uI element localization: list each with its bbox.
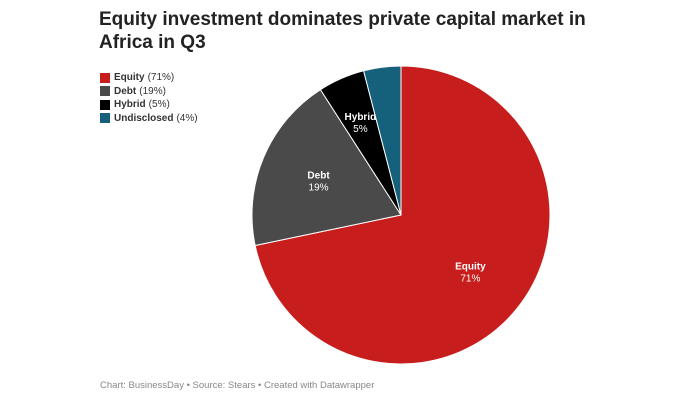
legend-label: Debt (114, 85, 137, 97)
legend-item-debt: Debt (19%) (100, 85, 198, 99)
legend-item-equity: Equity (71%) (100, 71, 198, 85)
legend-swatch (100, 113, 110, 124)
legend-value: (4%) (176, 112, 198, 124)
legend-swatch (100, 86, 110, 97)
slice-label-debt: Debt 19% (307, 170, 330, 193)
slice-label-hybrid: Hybrid 5% (345, 112, 377, 135)
legend-swatch (100, 99, 110, 110)
chart-footer: Chart: BusinessDay • Source: Stears • Cr… (100, 380, 375, 391)
legend: Equity (71%) Debt (19%) Hybrid (5%) Undisclose… (100, 71, 198, 125)
legend-label: Equity (114, 72, 145, 84)
pie-slice-equity (254, 65, 551, 365)
legend-value: (19%) (139, 85, 166, 97)
legend-swatch (100, 72, 110, 83)
legend-value: (71%) (147, 72, 175, 84)
pie-slice-undisclosed (362, 65, 402, 216)
chart-title: Equity investment dominates private capi… (99, 9, 586, 53)
slice-label-equity: Equity 71% (455, 261, 486, 284)
legend-label: Hybrid (114, 99, 146, 111)
legend-label: Undisclosed (114, 112, 174, 124)
legend-item-undisclosed: Undisclosed (4%) (100, 112, 198, 126)
legend-value: (5%) (148, 99, 170, 111)
legend-item-hybrid: Hybrid (5%) (100, 98, 198, 112)
pie-slice-debt (251, 88, 402, 247)
